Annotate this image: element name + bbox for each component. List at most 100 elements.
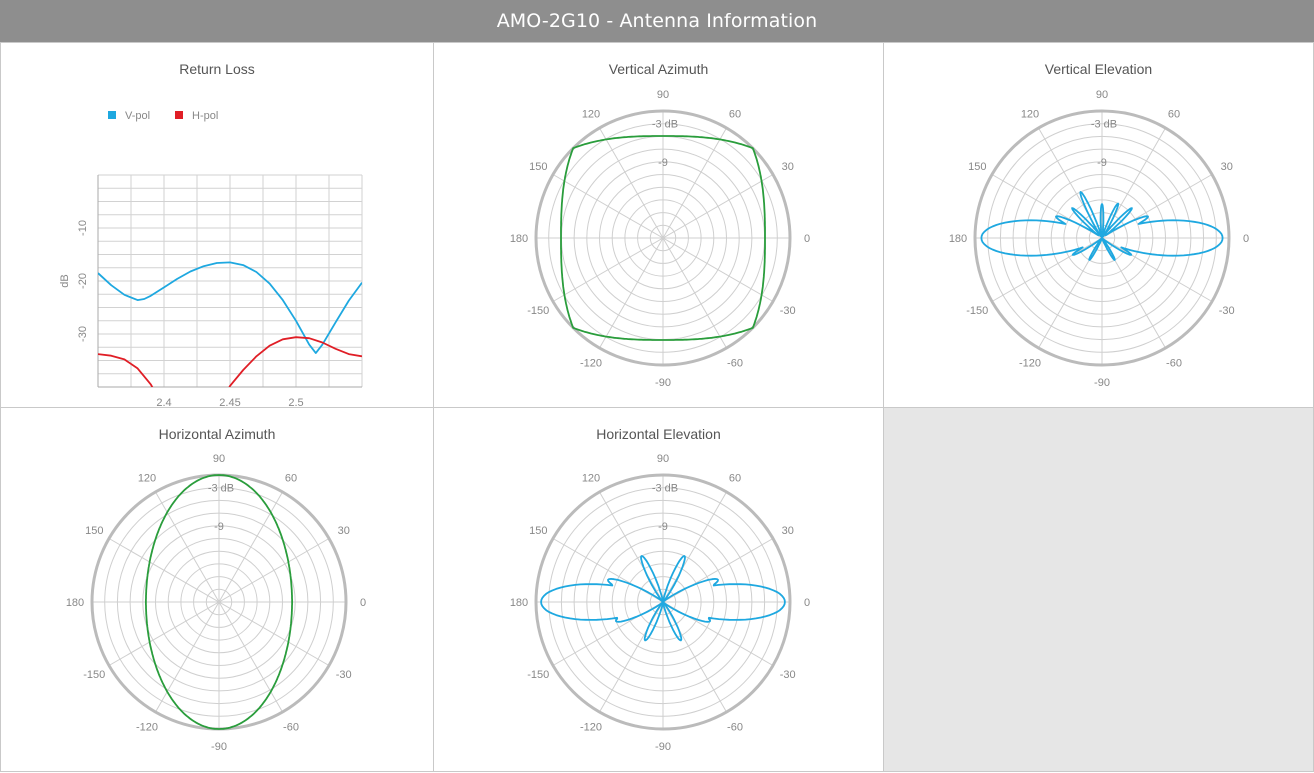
- angle-label: -120: [1019, 358, 1041, 370]
- angle-label: 150: [85, 525, 103, 537]
- polar-spoke: [108, 538, 330, 666]
- angle-label: -150: [527, 669, 549, 681]
- angle-label: 0: [1243, 233, 1249, 245]
- angle-label: -150: [83, 669, 105, 681]
- y-tick-label: -30: [77, 326, 89, 342]
- angle-label: -30: [1219, 305, 1235, 317]
- angle-label: 180: [510, 233, 528, 245]
- x-tick-label: 2.45: [219, 397, 240, 409]
- ring-label-3db: -3 dB: [652, 483, 678, 495]
- page-header: AMO-2G10 - Antenna Information: [0, 0, 1314, 42]
- page-title: AMO-2G10 - Antenna Information: [496, 10, 818, 32]
- return-loss-title: Return Loss: [179, 61, 255, 77]
- angle-label: 120: [582, 472, 600, 484]
- angle-label: 120: [1021, 108, 1039, 120]
- legend: V-pol H-pol: [108, 110, 218, 122]
- x-tick-label: 2.4: [156, 397, 171, 409]
- vertical-azimuth-title: Vertical Azimuth: [608, 61, 709, 77]
- series-line-h-pol: [98, 336, 362, 387]
- legend-label: H-pol: [192, 110, 218, 122]
- charts-grid: Return Loss 2.42.452.5-10-20-30GHzdBV-po…: [0, 42, 1314, 772]
- angle-label: 30: [782, 161, 794, 173]
- empty-panel: [883, 407, 1314, 772]
- polar-spoke: [552, 174, 774, 302]
- ring-label-9: -9: [658, 521, 668, 533]
- angle-label: 150: [529, 161, 547, 173]
- angle-label: 60: [729, 472, 741, 484]
- y-axis-label: dB: [59, 274, 71, 287]
- angle-label: -120: [580, 358, 602, 370]
- x-tick-label: 2.5: [288, 397, 303, 409]
- polar-outer-ring: [534, 473, 792, 731]
- polar-outer-ring: [973, 109, 1231, 367]
- angle-label: 180: [949, 233, 967, 245]
- radiation-pattern-line: [145, 474, 293, 730]
- angle-label: 120: [138, 472, 156, 484]
- return-loss-grid: [97, 174, 363, 388]
- angle-label: 180: [66, 597, 84, 609]
- vertical-elevation-title: Vertical Elevation: [1044, 61, 1153, 77]
- radiation-pattern-line: [980, 191, 1224, 261]
- angle-label: -60: [283, 722, 299, 734]
- angle-label: 90: [657, 453, 669, 465]
- angle-label: -150: [527, 305, 549, 317]
- angle-label: -120: [136, 722, 158, 734]
- angle-label: -60: [1166, 358, 1182, 370]
- angle-label: 120: [582, 108, 600, 120]
- horizontal-elevation-panel: Horizontal Elevation 0 30 60 90 120 150 180 -15…: [433, 407, 884, 772]
- vertical-elevation-panel: Vertical Elevation 0 30 60 90 120 150 180 -150 -…: [883, 42, 1314, 408]
- radiation-pattern-line: [560, 135, 766, 341]
- angle-label: 90: [657, 89, 669, 101]
- angle-label: 180: [510, 597, 528, 609]
- angle-label: -120: [580, 722, 602, 734]
- legend-label: V-pol: [125, 110, 150, 122]
- angle-label: -90: [211, 741, 227, 753]
- ring-label-9: -9: [214, 521, 224, 533]
- horizontal-elevation-chart: 0 30 60 90 120 150 180 -150 -120 -90 -60 -30 -3 dB -9: [510, 453, 810, 753]
- ring-label-9: -9: [1097, 157, 1107, 169]
- ring-label-3db: -3 dB: [1091, 119, 1117, 131]
- horizontal-azimuth-title: Horizontal Azimuth: [158, 426, 276, 442]
- angle-label: -90: [655, 741, 671, 753]
- vertical-elevation-chart: 0 30 60 90 120 150 180 -150 -120 -90 -60 -30 -3 dB -9: [949, 89, 1249, 389]
- angle-label: 30: [338, 525, 350, 537]
- angle-label: -60: [727, 722, 743, 734]
- horizontal-elevation-title: Horizontal Elevation: [596, 426, 721, 442]
- angle-label: -90: [655, 377, 671, 389]
- angle-label: 0: [360, 597, 366, 609]
- angle-label: -60: [727, 358, 743, 370]
- angle-label: 60: [729, 108, 741, 120]
- polar-grid: [92, 475, 346, 729]
- angle-label: 60: [1168, 108, 1180, 120]
- ring-label-3db: -3 dB: [208, 483, 234, 495]
- ring-label-3db: -3 dB: [652, 119, 678, 131]
- angle-label: 150: [529, 525, 547, 537]
- radiation-pattern-line: [540, 555, 786, 642]
- angle-label: 60: [285, 472, 297, 484]
- horizontal-azimuth-panel: Horizontal Azimuth 0 30 60 90 120 150 180 -150 -…: [0, 407, 434, 772]
- angle-label: 0: [804, 597, 810, 609]
- angle-label: 30: [1221, 161, 1233, 173]
- angle-label: -30: [336, 669, 352, 681]
- y-tick-label: -10: [77, 220, 89, 236]
- angle-label: 90: [1096, 89, 1108, 101]
- angle-label: -30: [780, 669, 796, 681]
- angle-label: -30: [780, 305, 796, 317]
- vertical-azimuth-chart: 0 30 60 90 120 150 180 -150 -120 -90 -60 -30 -3 dB -9: [510, 89, 810, 389]
- angle-label: 150: [968, 161, 986, 173]
- angle-label: 30: [782, 525, 794, 537]
- angle-label: -150: [966, 305, 988, 317]
- legend-swatch: [175, 111, 183, 119]
- angle-label: -90: [1094, 377, 1110, 389]
- y-tick-label: -20: [77, 273, 89, 289]
- return-loss-panel: Return Loss 2.42.452.5-10-20-30GHzdBV-po…: [0, 42, 434, 427]
- return-loss-series: [98, 261, 362, 387]
- horizontal-azimuth-chart: 0 30 60 90 120 150 180 -150 -120 -90 -60 -30 -3 dB -9: [66, 453, 366, 753]
- legend-swatch: [108, 111, 116, 119]
- polar-outer-ring: [534, 109, 792, 367]
- angle-label: 90: [213, 453, 225, 465]
- series-line-v-pol: [98, 261, 362, 354]
- ring-label-9: -9: [658, 157, 668, 169]
- angle-label: 0: [804, 233, 810, 245]
